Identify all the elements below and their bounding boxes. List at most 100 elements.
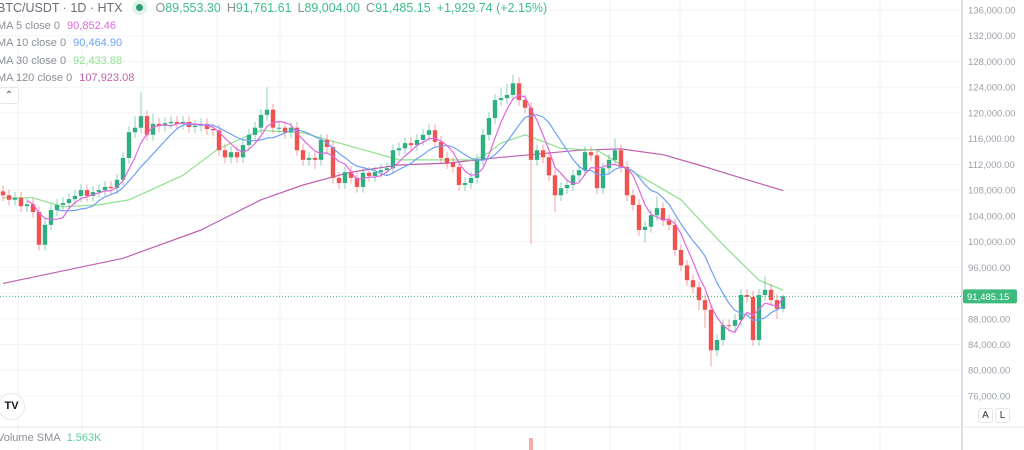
candle-body <box>348 172 354 178</box>
candle-body <box>528 107 534 160</box>
candle <box>402 137 408 155</box>
candle-body <box>0 191 6 196</box>
candle <box>660 202 666 227</box>
candle <box>462 177 468 191</box>
candle <box>294 121 300 157</box>
candle-body <box>462 183 468 185</box>
candle <box>630 189 636 211</box>
candle <box>708 303 714 367</box>
candle-body <box>618 150 624 167</box>
candle <box>246 129 252 151</box>
candle <box>342 166 348 189</box>
price-tick-label: 116,000.00 <box>968 134 1015 145</box>
candles-group <box>0 74 786 367</box>
candle <box>504 83 510 104</box>
candle-body <box>606 159 612 169</box>
candle-body <box>630 195 636 205</box>
candle-body <box>30 204 36 212</box>
candle-body <box>42 224 48 245</box>
price-tick-label: 104,000.00 <box>968 211 1016 222</box>
candle-body <box>132 127 138 133</box>
candle-body <box>750 296 756 340</box>
candle <box>636 199 642 236</box>
candle <box>216 124 222 157</box>
legend-ma5[interactable]: MA 5 close 0 90,852.46 <box>0 18 553 36</box>
candle <box>606 154 612 175</box>
ma-value: 107,923.08 <box>79 72 135 85</box>
candle <box>642 220 648 243</box>
candle <box>252 121 258 141</box>
candle-body <box>426 130 432 135</box>
candle <box>408 137 414 151</box>
candle <box>534 144 540 166</box>
symbol-row: BTC/USDT · 1D · HTX O89,553.30 H91,761.61 L… <box>0 0 553 18</box>
candle <box>426 124 432 141</box>
candle <box>12 192 18 206</box>
candle-body <box>690 280 696 288</box>
candle-body <box>276 127 282 129</box>
candle-body <box>6 195 12 200</box>
candle <box>222 144 228 164</box>
volume-legend: Volume SMA 1.563K <box>0 432 101 444</box>
candle <box>384 162 390 176</box>
candle-body <box>600 168 606 189</box>
symbol-title[interactable]: BTC/USDT · 1D · HTX <box>0 1 123 15</box>
candle <box>192 119 198 133</box>
candle-body <box>672 224 678 250</box>
candle <box>360 166 366 193</box>
candle <box>618 144 624 173</box>
candle-body <box>486 118 492 135</box>
tradingview-logo[interactable]: TV <box>0 393 25 420</box>
candle <box>528 101 534 245</box>
ma30-line <box>3 129 784 291</box>
candle-body <box>264 109 270 115</box>
price-tick-label: 112,000.00 <box>968 160 1015 171</box>
candle-body <box>18 197 24 207</box>
candle-body <box>48 210 54 225</box>
candle <box>684 259 690 286</box>
legend-ma30[interactable]: MA 30 close 0 92,433.88 <box>0 53 553 71</box>
candle <box>138 92 144 134</box>
close-label: C <box>366 1 376 15</box>
change-value: +1,929.74 (+2.15%) <box>436 1 548 15</box>
price-tick-label: 124,000.00 <box>968 83 1016 94</box>
open-value: 89,553.30 <box>165 1 221 15</box>
candle-body <box>732 320 738 326</box>
candle-body <box>780 296 786 309</box>
legend-ma10[interactable]: MA 10 close 0 90,464.90 <box>0 35 553 53</box>
candle <box>672 219 678 256</box>
close-value: 91,485.15 <box>375 1 431 15</box>
candle-body <box>696 287 702 301</box>
candle <box>444 152 450 169</box>
candle-body <box>648 215 654 227</box>
candle-body <box>408 143 414 146</box>
ma-label: MA 30 close 0 <box>0 54 67 67</box>
volume-label: Volume SMA <box>0 432 61 444</box>
auto-scale-button[interactable]: A <box>978 408 993 423</box>
candle <box>552 169 558 212</box>
candle <box>390 144 396 175</box>
candle <box>240 139 246 164</box>
candle <box>750 291 756 346</box>
candle <box>456 161 462 191</box>
candle <box>588 146 594 162</box>
price-tick-label: 100,000.00 <box>968 237 1016 248</box>
legend-ma120[interactable]: MA 120 close 0 107,923.08 <box>0 70 553 88</box>
candle-body <box>570 175 576 185</box>
ohlc-values: O89,553.30 H91,761.61 L89,004.00 C91,485.15… <box>155 1 553 15</box>
candle <box>132 116 138 139</box>
candle-body <box>282 127 288 133</box>
candle-body <box>120 157 126 180</box>
candle-body <box>222 150 228 158</box>
collapse-legend-button[interactable]: ⌃ <box>0 87 19 104</box>
candle-body <box>468 177 474 184</box>
candle-body <box>336 177 342 184</box>
candle-body <box>300 150 306 160</box>
log-scale-button[interactable]: L <box>995 408 1010 423</box>
candle-body <box>522 100 528 108</box>
candle <box>510 74 516 101</box>
candle-body <box>432 130 438 142</box>
candle-body <box>678 249 684 266</box>
candle <box>546 151 552 182</box>
